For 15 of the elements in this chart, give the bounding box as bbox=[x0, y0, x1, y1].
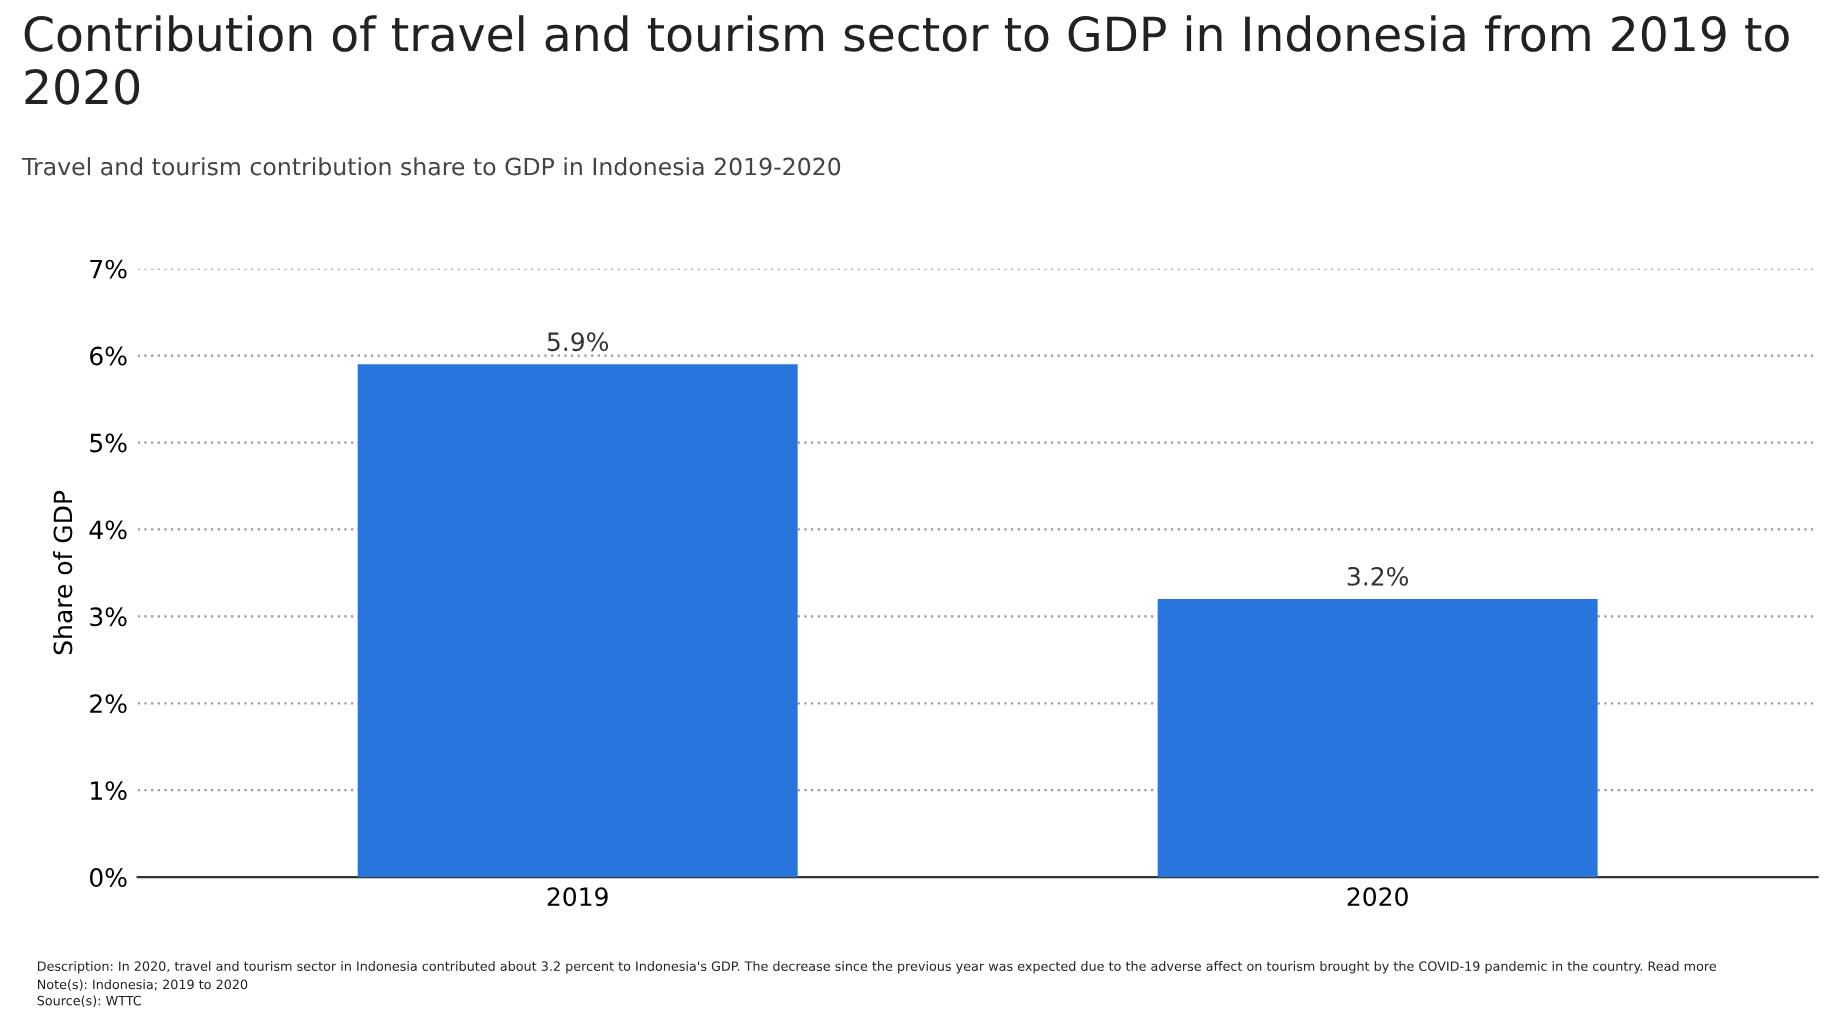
x-tick-label: 2020 bbox=[1347, 887, 1408, 907]
data-label: 5.9% bbox=[547, 332, 609, 352]
x-tick-label: 2019 bbox=[547, 887, 608, 907]
chart-subtitle: Travel and tourism contribution share to GDP in Indonesia 2019-2020 bbox=[21, 157, 841, 176]
y-tick-label: 1% bbox=[91, 781, 127, 801]
y-tick-label: 0% bbox=[89, 868, 127, 887]
chart-title: Contribution of travel and tourism sector to GDP in Indonesia from 2019 to 2020 bbox=[24, 15, 1789, 105]
data-label: 3.2% bbox=[1347, 566, 1409, 586]
y-tick-label: 6% bbox=[90, 346, 127, 366]
y-tick-label: 5% bbox=[90, 433, 127, 453]
y-tick-label: 3% bbox=[90, 607, 127, 627]
y-tick-label: 7% bbox=[90, 259, 127, 279]
y-tick-label: 4% bbox=[89, 520, 127, 540]
y-tick-label: 2% bbox=[90, 694, 127, 714]
y-axis-title: Share of GDP bbox=[53, 490, 73, 655]
